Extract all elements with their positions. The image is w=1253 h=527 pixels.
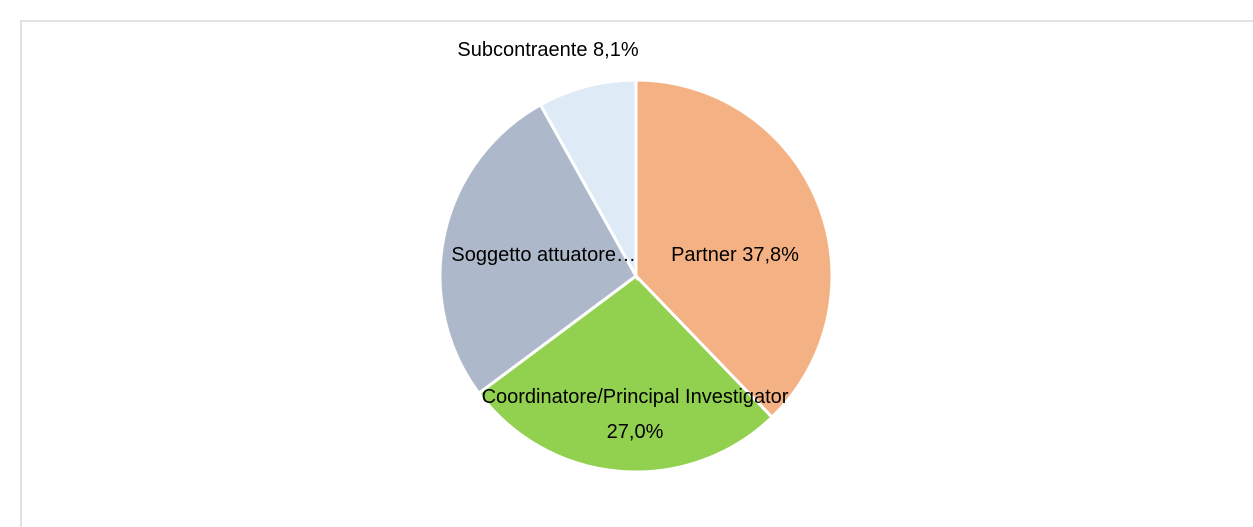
pie-slice: [476, 274, 775, 474]
slice-label: Soggetto attuatore…: [360, 238, 636, 273]
category-label: Subcontraente: [457, 39, 588, 61]
slice-label: Coordinatore/Principal Investigator 27,0…: [480, 380, 790, 450]
pie-slice: [538, 78, 638, 282]
pie-slice: [634, 78, 834, 420]
category-label: Partner: [671, 244, 737, 266]
value-label: 8,1%: [593, 39, 639, 61]
value-label: 37,8%: [742, 244, 799, 266]
slice-label: Subcontraente 8,1%: [448, 33, 648, 68]
slice-label: Partner 37,8%: [640, 238, 830, 273]
category-label: Soggetto attuatore…: [451, 244, 636, 266]
value-label: 27,0%: [606, 421, 664, 443]
pie-slice: [438, 102, 638, 396]
category-label: Coordinatore/Principal Investigator: [481, 386, 789, 408]
